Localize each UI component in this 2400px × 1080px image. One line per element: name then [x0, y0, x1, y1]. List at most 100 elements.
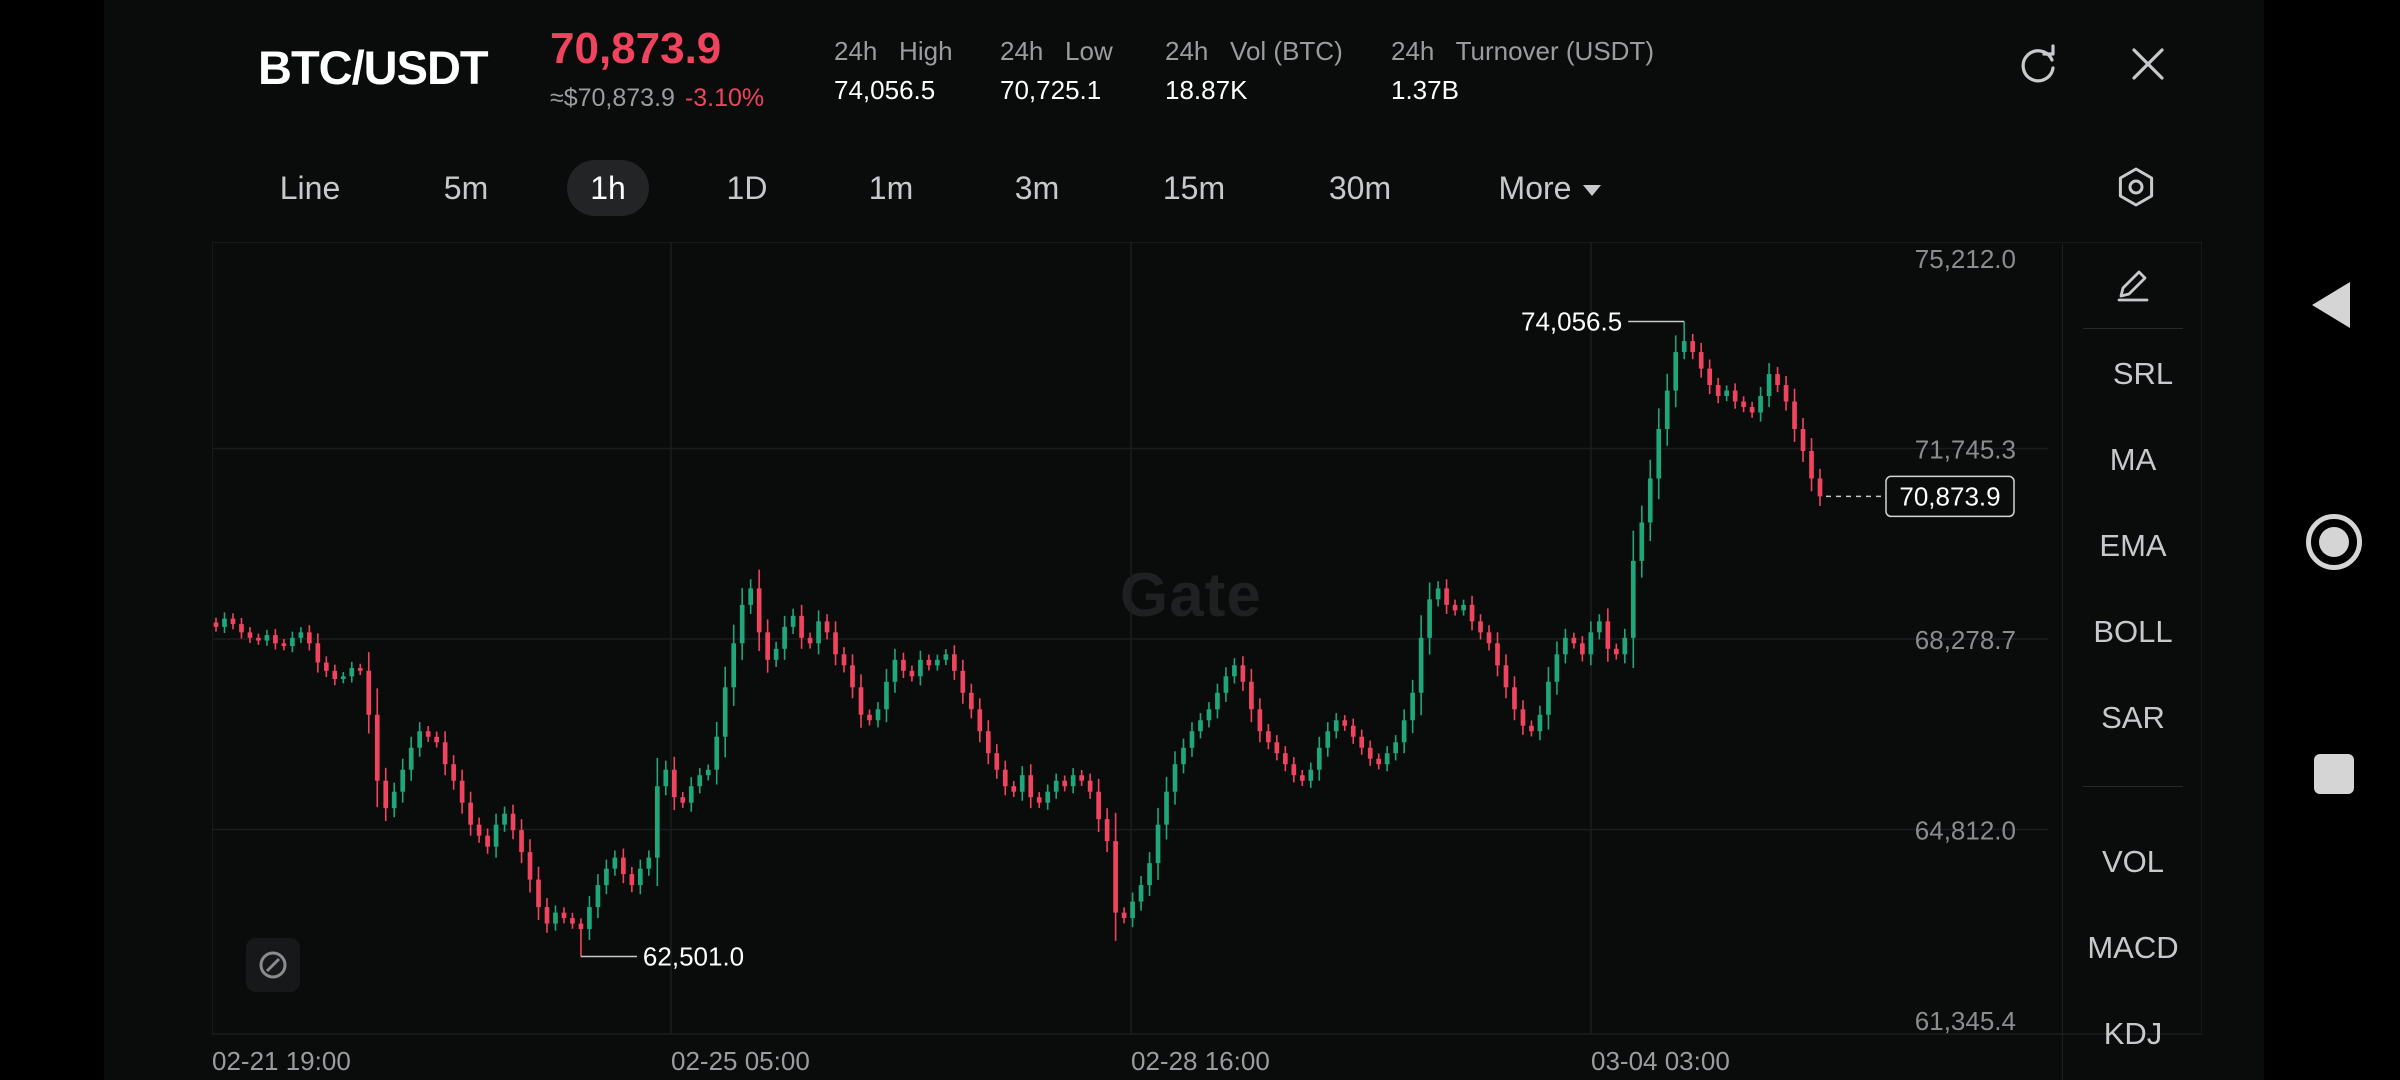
candle-body: [1036, 797, 1042, 803]
y-tick-label: 64,812.0: [1915, 816, 2016, 846]
candle-body: [553, 912, 558, 924]
candle-body: [994, 753, 1000, 770]
candle-body: [1410, 692, 1415, 721]
indicator-kdj[interactable]: KDJ: [2103, 1016, 2163, 1051]
indicator-macd[interactable]: MACD: [2087, 930, 2179, 965]
candle-body: [1019, 775, 1025, 792]
nav-back-icon[interactable]: [2312, 282, 2350, 328]
tab-1h[interactable]: 1h: [567, 160, 649, 216]
indicator-sar[interactable]: SAR: [2101, 700, 2165, 735]
stat-24h-vol: 24h Vol (BTC) 18.87K: [1165, 36, 1343, 106]
candlestick-chart-svg[interactable]: 75,212.0 71,745.3 68,278.7 64,812.0 61,345.4…: [212, 242, 2202, 1080]
price-chart[interactable]: 75,212.0 71,745.3 68,278.7 64,812.0 61,345.4…: [212, 242, 2202, 1080]
indicator-ema[interactable]: EMA: [2099, 528, 2167, 563]
tab-1d[interactable]: 1D: [726, 170, 768, 206]
tab-3m[interactable]: 3m: [1014, 170, 1060, 206]
stat-value: 1.37B: [1391, 75, 1459, 105]
candle-body: [349, 668, 355, 677]
tab-15m[interactable]: 15m: [1162, 170, 1226, 206]
candle-body: [1079, 775, 1084, 781]
candle-body: [374, 714, 380, 781]
candle-body: [290, 637, 295, 647]
refresh-icon[interactable]: [2016, 42, 2060, 86]
candle-body: [1741, 401, 1746, 408]
stat-label: 24h High: [834, 36, 953, 66]
indicator-boll[interactable]: BOLL: [2093, 614, 2173, 649]
tab-5m[interactable]: 5m: [443, 170, 489, 206]
indicator-vol[interactable]: VOL: [2101, 844, 2165, 879]
candle-body: [1698, 352, 1704, 369]
indicator-ma[interactable]: MA: [2109, 442, 2157, 477]
candle-body: [1461, 604, 1466, 611]
candle-body: [833, 632, 838, 655]
tab-1m[interactable]: 1m: [868, 170, 914, 206]
candle-body: [1070, 775, 1076, 787]
high-price-label: 74,056.5: [1521, 306, 1622, 336]
app-root: Gate: [104, 0, 2264, 1080]
candle-body: [357, 668, 363, 671]
chart-frame: [212, 242, 2202, 1035]
pencil-icon[interactable]: [2113, 264, 2153, 304]
tab-line[interactable]: Line: [279, 170, 341, 206]
candle-body: [1605, 621, 1611, 649]
nav-recent-apps-icon[interactable]: [2314, 754, 2354, 794]
candle-body: [773, 648, 779, 660]
candle-body: [400, 769, 406, 792]
candle-body: [1529, 725, 1534, 732]
candle-body: [1732, 390, 1738, 402]
candle-body: [595, 885, 601, 908]
candle-body: [239, 624, 244, 633]
stat-label: 24h Low: [1000, 36, 1113, 66]
candle-body: [408, 747, 414, 770]
indicator-srl[interactable]: SRL: [2112, 356, 2174, 391]
candle-body: [1130, 901, 1135, 919]
candle-body: [1215, 692, 1220, 710]
candle-body: [510, 813, 516, 831]
candle-body: [1664, 390, 1670, 430]
candle-body: [1113, 841, 1118, 913]
tab-30m[interactable]: 30m: [1328, 170, 1392, 206]
candle-body: [1546, 681, 1551, 715]
candle-body: [1164, 791, 1169, 825]
candle-body: [977, 709, 983, 732]
candle-body: [315, 643, 321, 663]
fiat-price-row: ≈$70,873.9 -3.10%: [550, 84, 764, 113]
y-tick-label: 61,345.4: [1915, 1006, 2016, 1036]
stat-value: 70,725.1: [1000, 75, 1102, 105]
candle-body: [536, 879, 541, 908]
candle-body: [1452, 604, 1458, 611]
candle-body: [383, 780, 389, 809]
close-icon[interactable]: [2126, 42, 2170, 86]
tab-more[interactable]: More: [1488, 160, 1612, 216]
x-tick-label: 02-25 05:00: [671, 1046, 810, 1076]
candle-body: [1580, 643, 1585, 655]
candle-body: [1198, 720, 1203, 732]
candle-body: [1656, 429, 1662, 479]
candle-body: [1639, 522, 1645, 561]
candle-body: [230, 618, 236, 625]
candle-body: [468, 802, 473, 825]
candle-body: [1333, 720, 1339, 732]
rotate-icon[interactable]: [246, 938, 300, 992]
candle-body: [1554, 654, 1560, 682]
candle-body: [1104, 819, 1110, 842]
divider: [2083, 328, 2183, 329]
x-tick-label: 02-21 19:00: [212, 1046, 351, 1076]
candle-body: [671, 769, 677, 798]
candle-body: [1350, 725, 1356, 737]
candle-body: [1613, 648, 1619, 655]
candle-body: [765, 632, 770, 660]
hexagon-settings-icon[interactable]: [2114, 165, 2158, 209]
candle-body: [332, 670, 338, 680]
fiat-price: ≈$70,873.9: [550, 84, 675, 112]
candle-body: [264, 635, 270, 641]
candle-body: [273, 635, 278, 644]
candle-body: [391, 791, 397, 809]
candle-body: [1715, 385, 1721, 397]
candle-body: [748, 588, 754, 605]
candle-body: [1249, 681, 1254, 710]
candle-body: [323, 662, 329, 671]
indicator-panel: SRL MA EMA BOLL SAR VOL MACD KDJ: [2062, 244, 2202, 1080]
candle-body: [451, 764, 456, 781]
nav-home-icon[interactable]: [2306, 514, 2362, 570]
